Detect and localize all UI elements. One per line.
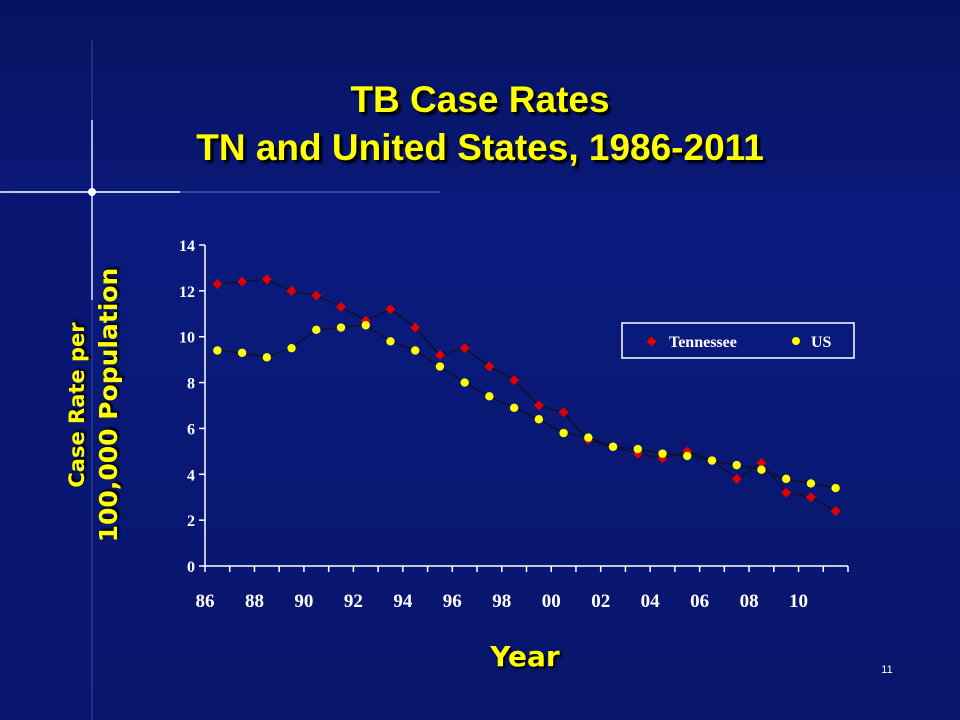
- legend-tennessee-label: Tennessee: [669, 334, 737, 351]
- x-tick-label: 86: [196, 591, 215, 612]
- x-tick-label: 94: [393, 591, 413, 612]
- x-tick-label: 88: [245, 591, 264, 612]
- y-tick-label: 2: [187, 513, 195, 530]
- us-data-point: [237, 348, 247, 357]
- tennessee-data-point: [212, 278, 223, 289]
- slide-title: TB Case Rates TN and United States, 1986…: [0, 76, 960, 172]
- us-data-point: [707, 456, 717, 465]
- tennessee-data-point: [434, 350, 445, 361]
- x-tick-label: 06: [690, 591, 709, 612]
- us-data-point: [732, 460, 741, 470]
- x-tick-label: 00: [542, 591, 561, 612]
- us-data-point: [509, 403, 519, 412]
- x-tick-label: 02: [591, 591, 610, 612]
- tennessee-data-point: [261, 274, 272, 285]
- us-data-point: [683, 451, 692, 461]
- tennessee-data-point: [805, 492, 816, 503]
- tennessee-data-point: [509, 375, 520, 386]
- us-data-point: [806, 479, 816, 488]
- legend-us-marker: [792, 337, 800, 345]
- x-tick-label: 98: [492, 591, 511, 612]
- us-data-point: [658, 449, 667, 458]
- x-tick-label: 10: [789, 591, 808, 612]
- us-data-point: [559, 428, 568, 438]
- us-data-point: [213, 346, 222, 355]
- x-tick-label: 08: [740, 591, 759, 612]
- us-data-point: [312, 325, 321, 335]
- y-tick-label: 10: [179, 330, 195, 347]
- us-data-point: [584, 433, 593, 442]
- y-tick-label: 0: [187, 559, 195, 576]
- tennessee-data-point: [410, 322, 421, 333]
- y-tick-label: 12: [179, 284, 195, 301]
- us-data-point: [361, 321, 370, 330]
- us-data-point: [757, 465, 766, 474]
- y-tick-label: 4: [187, 467, 195, 484]
- slide-number: 11: [881, 664, 893, 676]
- title-band: [0, 0, 960, 195]
- us-data-point: [411, 346, 420, 355]
- legend-us-label: US: [811, 334, 832, 351]
- us-data-point: [460, 378, 469, 387]
- us-data-point: [534, 415, 544, 424]
- tennessee-data-point: [237, 276, 248, 287]
- x-tick-label: 04: [641, 591, 661, 612]
- tennessee-data-point: [731, 473, 742, 484]
- x-axis-title: Year: [490, 640, 560, 673]
- us-data-point: [287, 343, 296, 353]
- tennessee-data-point: [830, 505, 841, 516]
- tennessee-data-point: [311, 290, 322, 301]
- y-tick-label: 6: [187, 421, 195, 438]
- x-tick-label: 92: [344, 591, 363, 612]
- chart-series: [212, 274, 841, 516]
- x-tick-label: 90: [294, 591, 313, 612]
- tennessee-data-point: [533, 400, 544, 411]
- tennessee-data-point: [336, 301, 347, 312]
- tennessee-data-point: [781, 487, 792, 498]
- tennessee-data-point: [756, 457, 767, 468]
- us-data-point: [336, 323, 346, 332]
- chart-legend: Tennessee US: [621, 322, 855, 359]
- x-tick-label: 96: [443, 591, 462, 612]
- y-tick-label: 14: [179, 238, 195, 255]
- us-data-point: [485, 392, 494, 401]
- tennessee-data-point: [558, 407, 569, 418]
- left-panel: [0, 195, 92, 720]
- us-data-point: [633, 444, 642, 454]
- y-tick-label: 8: [187, 376, 195, 393]
- tennessee-data-point: [385, 304, 396, 315]
- us-data-point: [262, 353, 272, 362]
- us-data-point: [435, 362, 445, 371]
- title-line-2: TN and United States, 1986-2011: [196, 127, 764, 168]
- legend-tennessee-marker: [646, 336, 657, 347]
- tennessee-series-line: [217, 278, 836, 512]
- us-data-point: [831, 483, 840, 493]
- us-data-point: [386, 337, 395, 346]
- title-line-1: TB Case Rates: [350, 79, 610, 120]
- tennessee-data-point: [484, 361, 495, 372]
- tennessee-data-point: [286, 285, 297, 296]
- tennessee-data-point: [459, 343, 470, 354]
- us-data-point: [781, 474, 791, 484]
- legend-box: [621, 322, 855, 359]
- us-data-point: [608, 442, 618, 451]
